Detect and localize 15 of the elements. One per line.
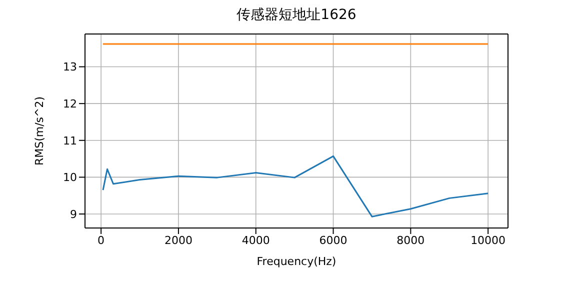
y-tick-label: 10 [63, 171, 77, 184]
y-tick-label: 11 [63, 134, 77, 148]
y-tick-label: 13 [63, 60, 77, 74]
line-series [102, 155, 489, 218]
x-tick-label: 4000 [242, 234, 270, 247]
x-axis-title: Frequency(Hz) [256, 255, 336, 268]
y-tick-label: 12 [63, 97, 77, 110]
y-axis-title: RMS(m/s^2) [32, 96, 46, 166]
y-tick-label: 9 [70, 208, 77, 221]
x-tick-label: 8000 [396, 234, 425, 247]
x-tick-label: 0 [98, 234, 105, 247]
x-tick-label: 6000 [319, 234, 348, 247]
chart-title: 传感器短地址1626 [236, 6, 358, 24]
x-tick-label: 2000 [164, 234, 192, 247]
x-tick-label: 10000 [470, 234, 506, 247]
